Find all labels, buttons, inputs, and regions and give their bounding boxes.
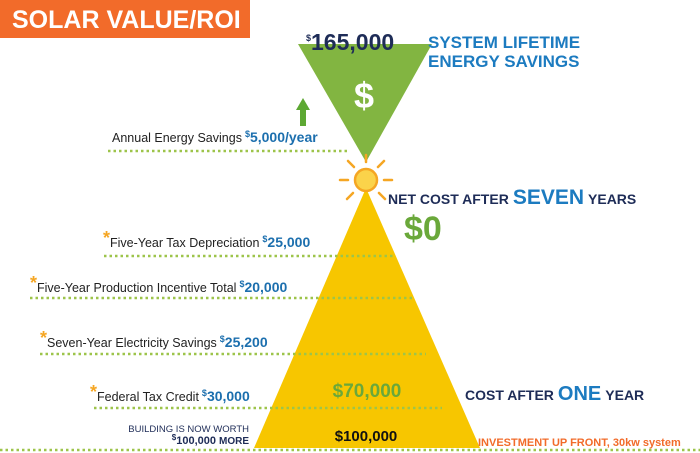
amount: 100,000 <box>176 435 216 447</box>
lifetime-label: SYSTEM LIFETIME <box>428 33 580 52</box>
marker: * <box>40 328 47 348</box>
sun-core <box>353 167 379 193</box>
item-label: *Five-Year Production Incentive Total $20… <box>30 273 287 295</box>
title-box <box>0 0 250 38</box>
net-cost-value: $0 <box>404 210 442 248</box>
building-line: $100,000 MORE <box>172 433 250 447</box>
label: Annual Energy Savings <box>112 131 242 145</box>
one-year-value: $70,000 <box>333 381 402 402</box>
suffix: YEAR <box>605 387 644 403</box>
currency: $ <box>245 129 250 139</box>
label: Seven-Year Electricity Savings <box>47 336 217 350</box>
net-cost-label: NET COST AFTER SEVEN YEARS <box>388 186 636 209</box>
currency: $ <box>202 388 207 398</box>
amount: 5,000/year <box>250 129 318 145</box>
up-arrow <box>296 98 310 126</box>
currency: $ <box>172 433 177 442</box>
prefix: COST AFTER <box>465 387 554 403</box>
item-label: *Federal Tax Credit $30,000 <box>90 382 250 404</box>
suffix: MORE <box>219 436 249 447</box>
sun <box>338 153 394 201</box>
item: *Five-Year Production Incentive Total $20… <box>30 273 412 300</box>
suffix: YEARS <box>588 191 636 207</box>
item-label: *Seven-Year Electricity Savings $25,200 <box>40 328 268 350</box>
amount: 25,200 <box>225 334 268 350</box>
lifetime-label: ENERGY SAVINGS <box>428 52 579 71</box>
item: *Federal Tax Credit $30,000 <box>90 382 442 410</box>
label: Five-Year Production Incentive Total <box>37 281 236 295</box>
dollar-icon: $ <box>354 75 374 116</box>
currency: $ <box>262 234 267 244</box>
emphasis: SEVEN <box>513 186 584 209</box>
lifetime-amount: $165,000 <box>306 29 394 55</box>
amount: 20,000 <box>244 279 287 295</box>
prefix: NET COST AFTER <box>388 191 509 207</box>
title: SOLAR VALUE/ROI <box>12 6 241 34</box>
sun-ray <box>376 159 386 169</box>
sun-ray <box>345 191 355 201</box>
label: Five-Year Tax Depreciation <box>110 236 259 250</box>
amount: 25,000 <box>267 234 310 250</box>
investment-value: $100,000 <box>335 428 398 445</box>
investment-label: INVESTMENT UP FRONT, 30kw system <box>478 437 681 449</box>
building-line: BUILDING IS NOW WORTH <box>128 424 249 435</box>
marker: * <box>30 273 37 293</box>
amount: 30,000 <box>207 388 250 404</box>
amount: 165,000 <box>311 29 394 55</box>
annual-label: Annual Energy Savings $5,000/year <box>112 129 318 145</box>
currency: $ <box>306 33 311 43</box>
sun-ray <box>377 191 387 201</box>
savings-triangle <box>298 44 432 162</box>
item-label: *Five-Year Tax Depreciation $25,000 <box>103 228 310 250</box>
marker: * <box>103 228 110 248</box>
marker: * <box>90 382 97 402</box>
item: *Five-Year Tax Depreciation $25,000 <box>103 228 395 258</box>
item: *Seven-Year Electricity Savings $25,200 <box>40 328 426 356</box>
currency: $ <box>220 334 225 344</box>
label: Federal Tax Credit <box>97 390 199 404</box>
emphasis: ONE <box>558 383 601 405</box>
sun-ray <box>346 159 356 169</box>
currency: $ <box>239 279 244 289</box>
cost-triangle <box>254 188 480 448</box>
one-year-label: COST AFTER ONE YEAR <box>465 383 644 405</box>
